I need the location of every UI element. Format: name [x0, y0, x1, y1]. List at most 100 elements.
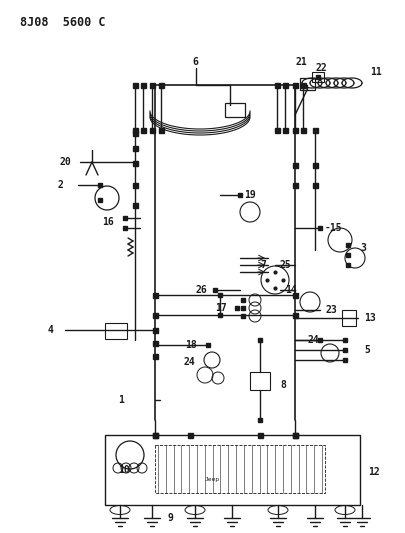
Bar	[213, 288, 217, 292]
Bar	[153, 353, 158, 359]
Bar	[123, 216, 127, 220]
Bar	[132, 160, 138, 166]
Bar	[346, 263, 350, 267]
Bar	[218, 293, 222, 297]
Bar	[292, 432, 298, 438]
Bar	[292, 182, 298, 188]
Bar	[312, 72, 324, 82]
Text: 8J08  5600 C: 8J08 5600 C	[20, 15, 105, 28]
Bar	[153, 432, 158, 438]
Bar	[343, 348, 347, 352]
Bar	[346, 243, 350, 247]
Bar	[155, 445, 325, 493]
Bar	[318, 338, 322, 342]
Bar	[346, 253, 350, 257]
Text: Jeep: Jeep	[205, 478, 220, 482]
Bar	[275, 83, 279, 87]
Text: 21: 21	[295, 57, 307, 67]
Text: 18: 18	[185, 340, 197, 350]
Bar	[343, 358, 347, 362]
Bar	[292, 312, 298, 318]
Bar	[258, 418, 262, 422]
Text: 9: 9	[168, 513, 174, 523]
Bar	[292, 163, 298, 167]
Text: 26: 26	[195, 285, 207, 295]
Text: 1: 1	[118, 395, 124, 405]
Bar	[132, 83, 138, 87]
Text: 3: 3	[360, 243, 366, 253]
Bar	[292, 127, 298, 133]
Text: -15: -15	[325, 223, 343, 233]
Bar	[292, 432, 298, 438]
Bar	[301, 127, 305, 133]
Text: 19: 19	[244, 190, 256, 200]
Text: 24: 24	[308, 335, 320, 345]
Bar	[153, 327, 158, 333]
Text: 14: 14	[285, 285, 297, 295]
Bar	[206, 343, 210, 347]
Bar	[283, 127, 288, 133]
Bar	[141, 127, 145, 133]
Bar	[250, 372, 270, 390]
Bar	[318, 226, 322, 230]
Bar	[153, 293, 158, 297]
Bar	[188, 432, 192, 438]
Text: 2: 2	[58, 180, 64, 190]
Bar	[275, 127, 279, 133]
Text: 25: 25	[280, 260, 292, 270]
Bar	[132, 131, 138, 135]
Bar	[258, 432, 262, 438]
Text: 17: 17	[215, 303, 227, 313]
Bar	[241, 314, 245, 318]
Text: 13: 13	[364, 313, 376, 323]
Bar	[342, 310, 356, 326]
Text: 20: 20	[60, 157, 72, 167]
Text: 16: 16	[102, 217, 114, 227]
Bar	[141, 83, 145, 87]
Text: 12: 12	[368, 467, 380, 477]
Bar	[153, 312, 158, 318]
Bar	[98, 183, 102, 187]
Text: 11: 11	[370, 67, 382, 77]
Text: 8: 8	[280, 380, 286, 390]
Bar	[149, 83, 154, 87]
Text: 22: 22	[315, 63, 327, 73]
Bar	[153, 432, 158, 438]
Bar	[132, 127, 138, 133]
Bar	[105, 435, 360, 505]
Bar	[292, 293, 298, 297]
Bar	[241, 298, 245, 302]
Bar	[123, 226, 127, 230]
Bar	[132, 146, 138, 150]
Bar	[153, 341, 158, 345]
Bar	[300, 78, 315, 90]
Text: 23: 23	[326, 305, 338, 315]
Bar	[98, 198, 102, 202]
Bar	[343, 338, 347, 342]
Bar	[105, 323, 127, 339]
Bar	[316, 75, 320, 79]
Text: 7: 7	[260, 260, 266, 270]
Bar	[225, 103, 245, 117]
Bar	[158, 127, 164, 133]
Text: 6: 6	[192, 57, 198, 67]
Bar	[158, 83, 164, 87]
Bar	[149, 127, 154, 133]
Bar	[238, 193, 242, 197]
Bar	[132, 182, 138, 188]
Bar	[313, 182, 318, 188]
Bar	[313, 127, 318, 133]
Text: 10: 10	[118, 465, 130, 475]
Bar	[292, 83, 298, 87]
Bar	[218, 313, 222, 317]
Text: 4: 4	[48, 325, 54, 335]
Bar	[235, 306, 239, 310]
Bar	[132, 203, 138, 207]
Text: 24: 24	[183, 357, 195, 367]
Bar	[258, 338, 262, 342]
Text: 5: 5	[364, 345, 370, 355]
Bar	[283, 83, 288, 87]
Bar	[301, 83, 305, 87]
Bar	[313, 163, 318, 167]
Bar	[241, 306, 245, 310]
